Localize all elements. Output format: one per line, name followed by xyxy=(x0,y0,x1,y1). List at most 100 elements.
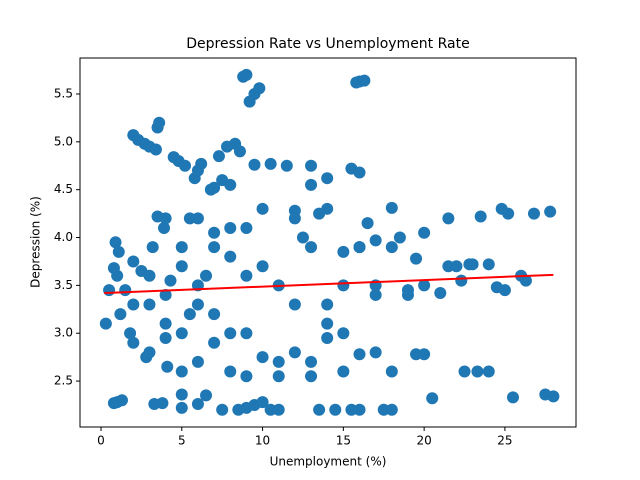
point xyxy=(149,143,162,156)
point xyxy=(305,159,318,172)
x-tick-label: 20 xyxy=(416,434,431,448)
point xyxy=(183,308,196,321)
point xyxy=(337,327,350,340)
point xyxy=(175,260,188,273)
point xyxy=(159,288,172,301)
point xyxy=(272,370,285,383)
point xyxy=(471,365,484,378)
x-tick-label: 0 xyxy=(97,434,105,448)
point xyxy=(280,159,293,172)
point xyxy=(240,370,253,383)
point xyxy=(253,82,266,95)
point xyxy=(191,355,204,368)
point xyxy=(450,260,463,273)
point xyxy=(127,336,140,349)
x-tick-label: 5 xyxy=(178,434,186,448)
point xyxy=(305,241,318,254)
point xyxy=(401,284,414,297)
point xyxy=(502,207,515,220)
point xyxy=(159,212,172,225)
point xyxy=(175,327,188,340)
point xyxy=(240,68,253,81)
point xyxy=(200,269,213,282)
point xyxy=(175,401,188,414)
point xyxy=(224,250,237,263)
point xyxy=(313,403,326,416)
point xyxy=(164,274,177,287)
point xyxy=(224,365,237,378)
point xyxy=(353,166,366,179)
point xyxy=(434,287,447,300)
x-tick-label: 15 xyxy=(336,434,351,448)
point xyxy=(506,391,519,404)
point xyxy=(305,355,318,368)
point xyxy=(305,178,318,191)
point xyxy=(216,403,229,416)
chart-title: Depression Rate vs Unemployment Rate xyxy=(186,36,469,52)
axes-frame xyxy=(79,57,577,428)
point xyxy=(410,252,423,265)
point xyxy=(305,370,318,383)
point xyxy=(109,236,122,249)
point xyxy=(264,157,277,170)
point xyxy=(353,348,366,361)
point xyxy=(519,274,532,287)
point xyxy=(124,327,137,340)
point xyxy=(296,231,309,244)
point xyxy=(256,351,269,364)
point xyxy=(114,308,127,321)
point xyxy=(442,212,455,225)
point xyxy=(353,403,366,416)
point xyxy=(208,226,221,239)
point xyxy=(143,346,156,359)
point xyxy=(547,390,560,403)
point xyxy=(159,317,172,330)
point xyxy=(329,403,342,416)
point xyxy=(224,178,237,191)
point xyxy=(240,269,253,282)
y-tick-label: 5.0 xyxy=(54,134,73,148)
point xyxy=(337,279,350,292)
point xyxy=(116,394,129,407)
point xyxy=(175,388,188,401)
point xyxy=(191,298,204,311)
point xyxy=(288,298,301,311)
point xyxy=(175,241,188,254)
point xyxy=(358,74,371,87)
fit-line xyxy=(104,273,554,295)
point xyxy=(455,274,468,287)
point xyxy=(474,210,487,223)
point xyxy=(212,150,225,163)
point xyxy=(361,217,374,230)
point xyxy=(112,245,125,258)
point xyxy=(321,202,334,215)
point xyxy=(119,284,132,297)
point xyxy=(248,158,261,171)
plot-area xyxy=(99,68,560,416)
point xyxy=(240,221,253,234)
point xyxy=(153,116,166,129)
y-tick-label: 5.5 xyxy=(54,86,73,100)
point xyxy=(233,145,246,158)
point xyxy=(179,159,192,172)
point xyxy=(272,403,285,416)
point xyxy=(175,365,188,378)
point xyxy=(321,172,334,185)
point xyxy=(458,365,471,378)
point xyxy=(418,348,431,361)
point xyxy=(127,255,140,268)
point xyxy=(385,365,398,378)
point xyxy=(385,403,398,416)
point xyxy=(369,346,382,359)
x-tick-label: 25 xyxy=(497,434,512,448)
y-tick-label: 2.5 xyxy=(54,374,73,388)
point xyxy=(183,212,196,225)
point xyxy=(161,360,174,373)
point xyxy=(418,279,431,292)
point xyxy=(353,241,366,254)
point xyxy=(159,332,172,345)
point xyxy=(321,317,334,330)
point xyxy=(385,201,398,214)
point xyxy=(195,157,208,170)
point xyxy=(240,327,253,340)
